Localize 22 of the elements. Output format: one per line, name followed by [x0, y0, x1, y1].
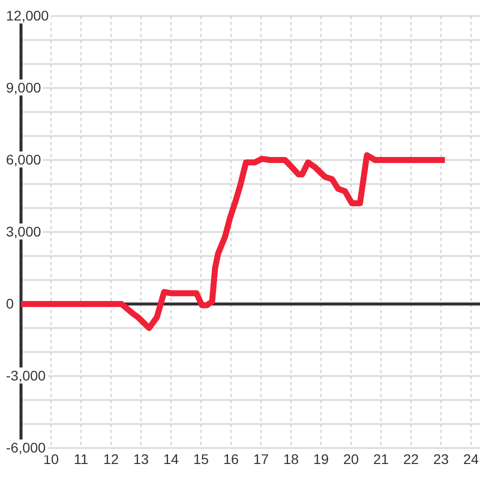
x-tick-label: 10	[43, 450, 59, 467]
x-tick-label: 17	[253, 450, 269, 467]
x-tick-label: 11	[74, 450, 88, 467]
y-tick-label: -6,000	[6, 439, 46, 456]
x-tick-label: 21	[373, 450, 389, 467]
y-tick-label: 9,000	[6, 79, 42, 96]
x-tick-label: 16	[223, 450, 239, 467]
x-tick-label: 18	[283, 450, 299, 467]
y-tick-label: 0	[6, 295, 14, 312]
x-tick-label: 15	[193, 450, 209, 467]
x-tick-label: 19	[313, 450, 329, 467]
x-tick-label: 13	[133, 450, 149, 467]
y-tick-label: -3,000	[6, 367, 46, 384]
y-tick-label: 12,000	[6, 7, 50, 24]
x-tick-label: 23	[433, 450, 449, 467]
x-tick-label: 12	[103, 450, 119, 467]
x-tick-label: 20	[343, 450, 359, 467]
y-tick-label: 6,000	[6, 151, 42, 168]
x-tick-label: 24	[463, 450, 479, 467]
y-tick-label: 3,000	[6, 223, 42, 240]
x-tick-label: 14	[163, 450, 179, 467]
x-tick-label: 22	[403, 450, 419, 467]
